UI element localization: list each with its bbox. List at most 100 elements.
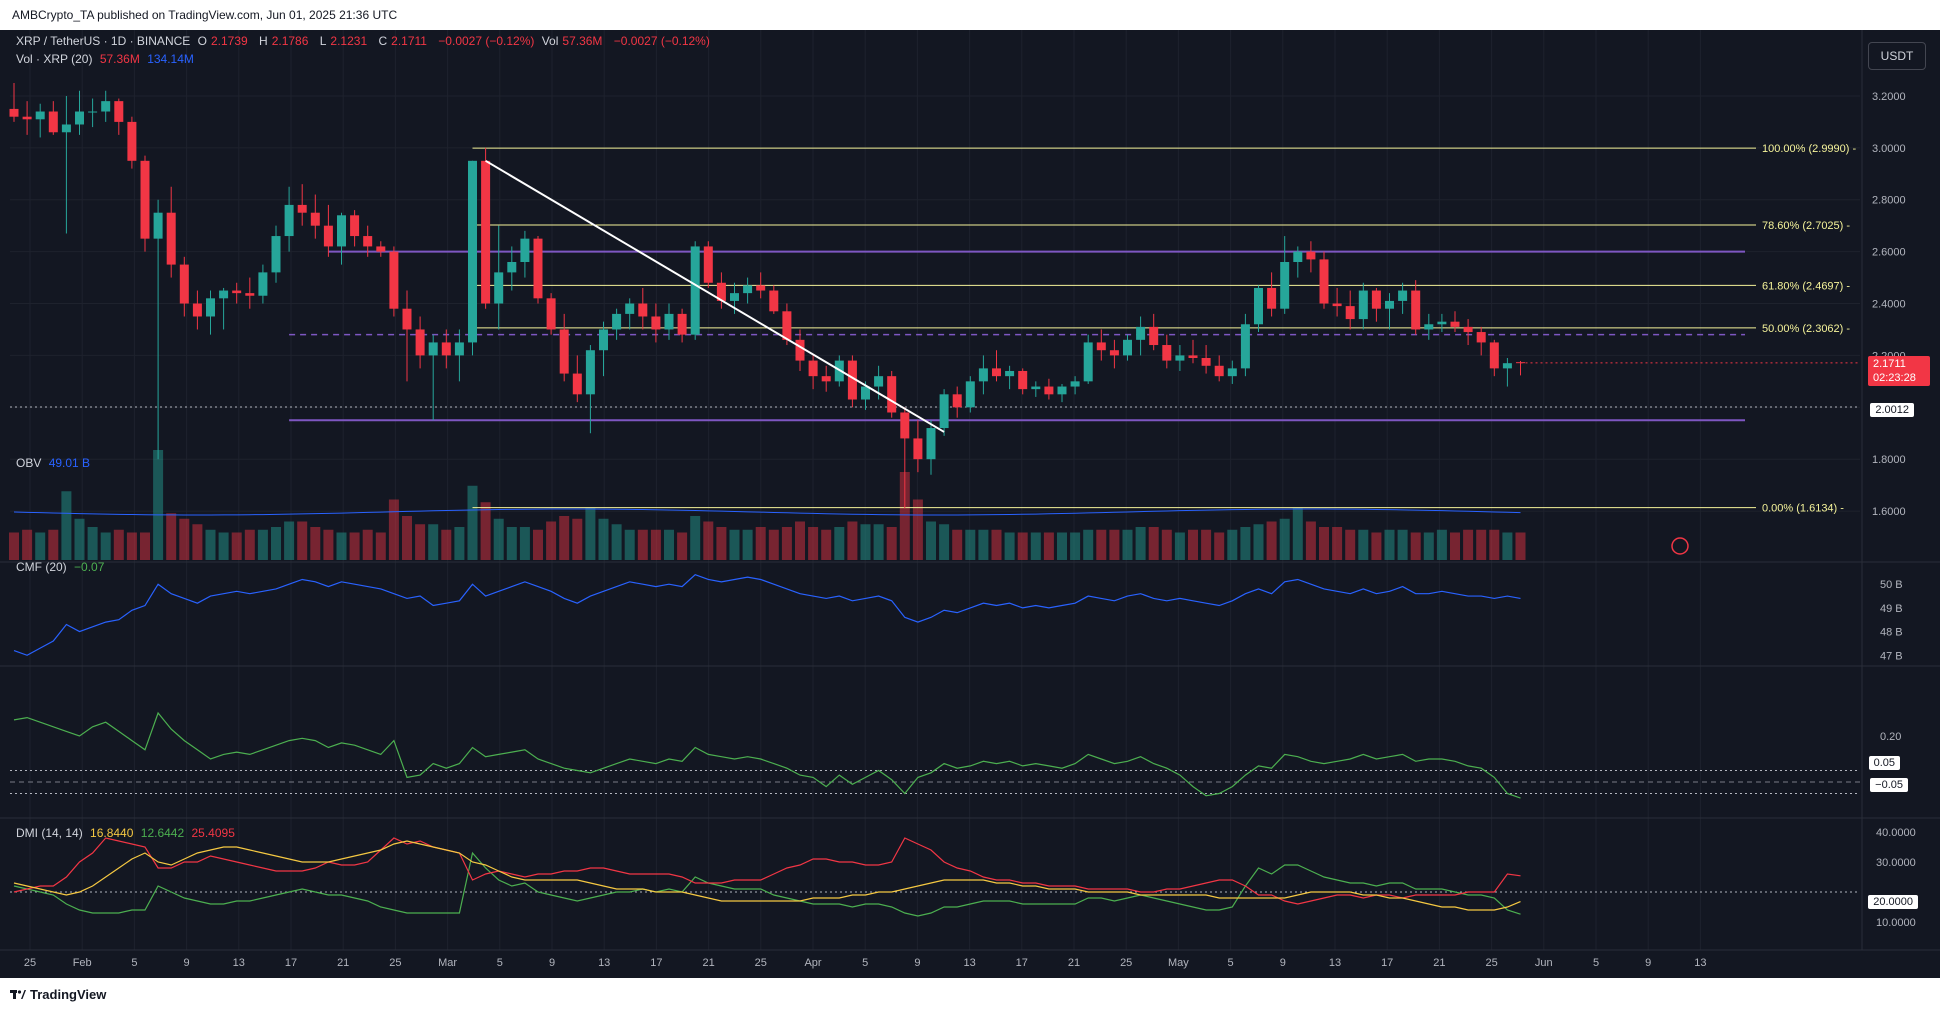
currency-button[interactable]: USDT — [1868, 42, 1926, 70]
volume-bar — [690, 516, 701, 560]
candle-body — [769, 290, 779, 312]
candle-body — [140, 160, 150, 239]
candle-body — [507, 262, 517, 273]
candle-body — [1463, 326, 1473, 333]
candle-body — [192, 303, 202, 317]
volume-bar — [153, 450, 164, 560]
volume-bar — [899, 472, 910, 560]
candle-body — [1031, 386, 1041, 390]
candle-body — [756, 285, 766, 291]
obv-tick-label: 49 B — [1880, 603, 1903, 615]
volume-bar — [493, 518, 504, 560]
volume-bar — [1096, 529, 1107, 560]
volume-bar — [244, 529, 255, 560]
candle-body — [1214, 365, 1224, 377]
volume-bar — [1148, 527, 1159, 560]
volume-bar — [847, 521, 858, 560]
candle-body — [1437, 321, 1447, 325]
volume-bar — [257, 529, 268, 560]
candle-body — [1345, 306, 1355, 320]
candle-body — [572, 373, 582, 395]
candle-body — [585, 350, 595, 395]
volume-bar — [113, 529, 124, 560]
candle-body — [350, 215, 360, 237]
volume-bar — [1240, 527, 1251, 560]
candle-body — [1201, 358, 1211, 366]
candle-body — [1018, 370, 1028, 390]
candle-body — [821, 376, 831, 382]
x-tick-label: 21 — [1433, 957, 1445, 969]
volume-bar — [100, 532, 111, 560]
fib-label: 0.00% (1.6134) - — [1762, 503, 1844, 515]
y-tick-label: 2.8000 — [1872, 195, 1906, 207]
candle-body — [1136, 326, 1146, 340]
close-label: C 2.1711 — [378, 34, 427, 48]
candle-body — [795, 339, 805, 361]
candle-body — [978, 368, 988, 382]
dmi-legend: DMI (14, 14) 16.8440 12.6442 25.4095 — [16, 826, 239, 840]
volume-bar — [1214, 532, 1225, 560]
candle-body — [1332, 303, 1342, 307]
volume-bar — [729, 529, 740, 560]
footer: TradingView — [0, 978, 1940, 1010]
candle-body — [245, 293, 255, 296]
volume-bar — [703, 521, 714, 560]
fib-label: 100.00% (2.9990) - — [1762, 143, 1857, 155]
volume-bar — [650, 529, 661, 560]
x-tick-label: May — [1168, 957, 1189, 969]
candle-body — [1057, 386, 1067, 395]
x-tick-label: 17 — [1381, 957, 1393, 969]
volume-bar — [388, 499, 399, 560]
fib-label: 78.60% (2.7025) - — [1762, 220, 1850, 232]
x-tick-label: 13 — [1694, 957, 1706, 969]
candle-body — [114, 101, 124, 122]
candle-body — [1267, 287, 1277, 309]
volume-bar — [1227, 529, 1238, 560]
volume-bar — [939, 524, 950, 560]
volume-bar — [284, 521, 295, 560]
x-tick-label: Jun — [1535, 957, 1553, 969]
x-tick-label: 25 — [755, 957, 767, 969]
candle-body — [638, 303, 648, 317]
volume-bar — [1345, 529, 1356, 560]
volume-bar — [519, 527, 530, 560]
current-price: 2.1711 — [1873, 358, 1906, 370]
volume-bar — [821, 529, 832, 560]
y-tick-label: 1.6000 — [1872, 506, 1906, 518]
volume-bar — [1161, 529, 1172, 560]
candle-body — [1162, 345, 1172, 361]
x-tick-label: 5 — [497, 957, 503, 969]
candle-body — [127, 121, 137, 161]
tradingview-brand[interactable]: TradingView — [10, 987, 106, 1002]
dmi-tick-label: 10.0000 — [1876, 917, 1916, 929]
cmf-tick-label: 0.20 — [1880, 731, 1901, 743]
candle-body — [1398, 290, 1408, 301]
candle-body — [965, 381, 975, 408]
volume-bar — [808, 527, 819, 560]
published-header: AMBCrypto_TA published on TradingView.co… — [0, 0, 1940, 30]
level-badge: 2.0012 — [1870, 403, 1914, 417]
dmi-value3: 25.4095 — [191, 826, 235, 840]
volume-bar — [415, 524, 426, 560]
chart-svg[interactable]: 100.00% (2.9990) - 78.60% (2.7025) - 61.80… — [0, 30, 1940, 978]
candle-body — [297, 204, 307, 213]
dmi-tick-label: 30.0000 — [1876, 857, 1916, 869]
descending-trendline — [485, 159, 945, 433]
candle-body — [546, 298, 556, 330]
x-tick-label: Mar — [438, 957, 457, 969]
volume-bar — [1502, 532, 1513, 560]
volume-bar — [205, 529, 216, 560]
candle-body — [1070, 381, 1080, 387]
indicators — [10, 574, 1860, 917]
candle-body — [1424, 324, 1434, 330]
x-tick-label: 21 — [702, 957, 714, 969]
volume-bar — [1083, 529, 1094, 560]
volume-bar — [677, 532, 688, 560]
candle-body — [337, 215, 346, 247]
candle-body — [1489, 342, 1499, 369]
volume-legend-value2: 134.14M — [147, 52, 194, 66]
chart-area[interactable]: 100.00% (2.9990) - 78.60% (2.7025) - 61.80… — [0, 30, 1940, 978]
volume-bar — [546, 521, 557, 560]
volume-bar — [1188, 529, 1198, 560]
candle-body — [651, 316, 661, 330]
